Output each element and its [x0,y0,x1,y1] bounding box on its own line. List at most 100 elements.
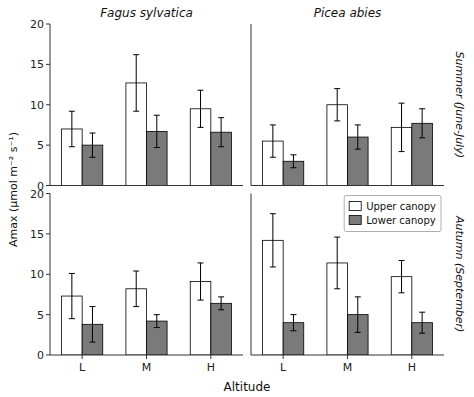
error-cap [69,111,75,112]
error-cap [69,273,75,274]
error-bar [133,55,139,112]
error-line [92,133,93,157]
row-label: Autumn (September) [453,215,466,332]
error-cap [290,330,296,331]
error-bar [334,237,340,289]
y-tick [46,24,50,25]
x-axis [251,185,444,186]
x-tick-label: L [79,361,86,374]
legend-box [344,196,441,232]
error-bar [69,111,75,147]
x-tick [146,355,147,359]
y-tick-label: 15 [30,58,44,71]
legend: Upper canopy Lower canopy [344,196,441,232]
y-tick-label: 20 [30,18,44,31]
y-tick [46,64,50,65]
error-line [92,307,93,343]
error-bar [89,307,95,343]
error-cap [334,120,340,121]
x-tick-label: H [207,361,215,374]
x-tick [82,355,83,359]
error-bar [419,109,425,138]
error-cap [154,327,160,328]
error-cap [399,260,405,261]
error-cap [355,296,361,297]
error-line [272,125,273,157]
error-cap [355,124,361,125]
y-tick-label: 10 [30,99,44,112]
error-line [293,155,294,168]
x-axis [50,185,243,186]
error-cap [270,124,276,125]
y-tick [46,274,50,275]
error-line [221,118,222,147]
error-cap [89,306,95,307]
error-cap [198,262,204,263]
error-cap [334,88,340,89]
x-axis-label: Altitude [224,380,271,394]
y-tick [46,185,50,186]
error-line [221,297,222,310]
marks [263,214,433,355]
panel: 05101520LMH [30,188,243,375]
marks [263,89,433,186]
title: Fagus sylvatica [100,6,193,20]
error-cap [355,332,361,333]
y-tick [46,355,50,356]
marks [62,263,232,355]
legend-swatch [349,202,361,211]
error-cap [69,146,75,147]
error-line [136,55,137,112]
error-cap [133,111,139,112]
bar [211,303,232,355]
error-cap [89,342,95,343]
error-line [337,89,338,121]
error-bar [218,118,224,147]
error-cap [154,314,160,315]
error-cap [89,157,95,158]
y-tick [46,193,50,194]
y-tick-label: 5 [37,139,44,152]
error-cap [399,103,405,104]
legend-label: Upper canopy [366,201,436,212]
error-cap [69,318,75,319]
error-line [156,115,157,147]
y-tick-label: 10 [30,268,44,281]
error-cap [198,127,204,128]
error-line [401,261,402,293]
chart: 05101520Fagus sylvaticaAmax (μmol m⁻² s⁻… [0,0,474,397]
error-cap [133,306,139,307]
error-cap [270,157,276,158]
error-cap [133,271,139,272]
error-bar [218,297,224,310]
y-axis [251,194,252,356]
y-tick [46,145,50,146]
error-bar [198,90,204,127]
error-bar [270,214,276,267]
y-axis-label: Amax (μmol m⁻² s⁻¹) [7,132,20,247]
error-cap [198,90,204,91]
error-line [71,273,72,318]
error-line [422,312,423,333]
y-tick [46,314,50,315]
error-bar [198,263,204,300]
panel [251,24,444,186]
error-cap [419,312,425,313]
error-cap [270,266,276,267]
x-tick-label: H [408,361,416,374]
panel: 05101520 [30,18,243,193]
error-cap [399,151,405,152]
legend-swatch [349,216,361,225]
error-bar [355,125,361,149]
error-bar [270,125,276,157]
error-line [136,271,137,307]
error-bar [290,315,296,331]
error-line [337,237,338,289]
x-tick [347,355,348,359]
legend-label: Lower canopy [366,215,436,226]
error-cap [154,147,160,148]
x-tick [411,355,412,359]
error-cap [399,292,405,293]
x-tick [210,355,211,359]
error-line [357,125,358,149]
